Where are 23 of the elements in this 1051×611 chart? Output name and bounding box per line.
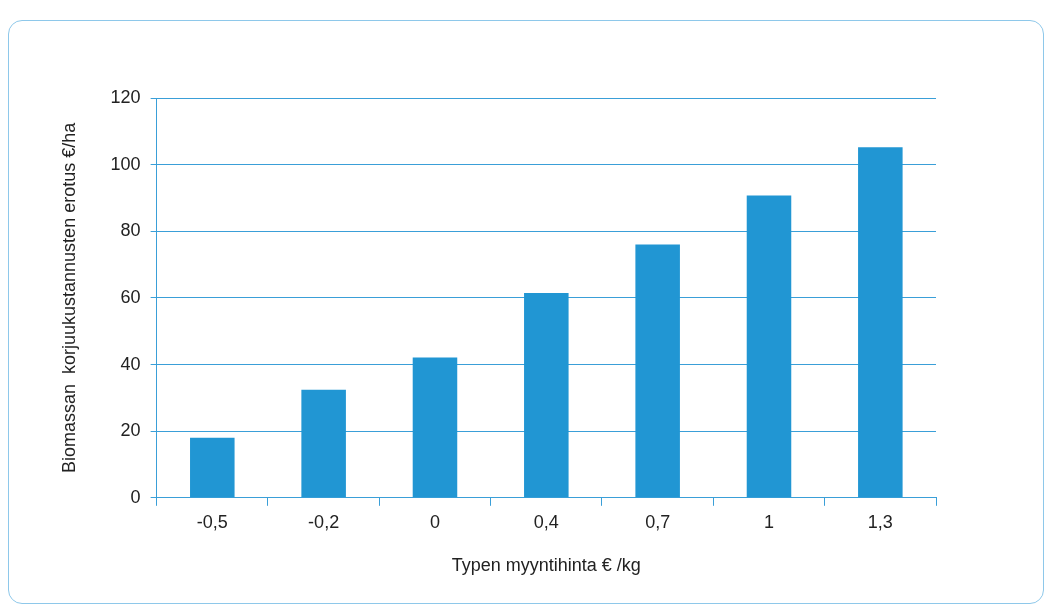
x-axis-title: Typen myyntihinta € /kg: [451, 555, 641, 576]
y-axis-title: Biomassan korjuukustannusten erotus €/ha: [58, 121, 79, 474]
x-tick-label: 0: [429, 511, 440, 532]
x-tick-label: 1,3: [867, 511, 893, 532]
y-tick-label: 60: [120, 286, 141, 307]
bar: [524, 292, 569, 498]
y-tick-label: 120: [110, 86, 141, 107]
bar: [301, 389, 346, 498]
x-tick-label: 0,7: [645, 511, 671, 532]
bar: [746, 195, 792, 498]
x-tick-label: 1: [763, 511, 774, 532]
x-tick-label: -0,5: [196, 511, 228, 532]
bar: [190, 437, 235, 498]
y-tick-label: 80: [120, 220, 141, 241]
bar: [858, 147, 903, 498]
bar: [412, 357, 458, 498]
bar: [635, 244, 680, 498]
y-tick-label: 40: [120, 353, 141, 374]
x-tick-label: 0,4: [533, 511, 559, 532]
y-tick-label: 20: [120, 420, 141, 441]
y-tick-label: 100: [110, 153, 141, 174]
x-tick-label: -0,2: [308, 511, 340, 532]
y-tick-label: 0: [130, 486, 141, 507]
